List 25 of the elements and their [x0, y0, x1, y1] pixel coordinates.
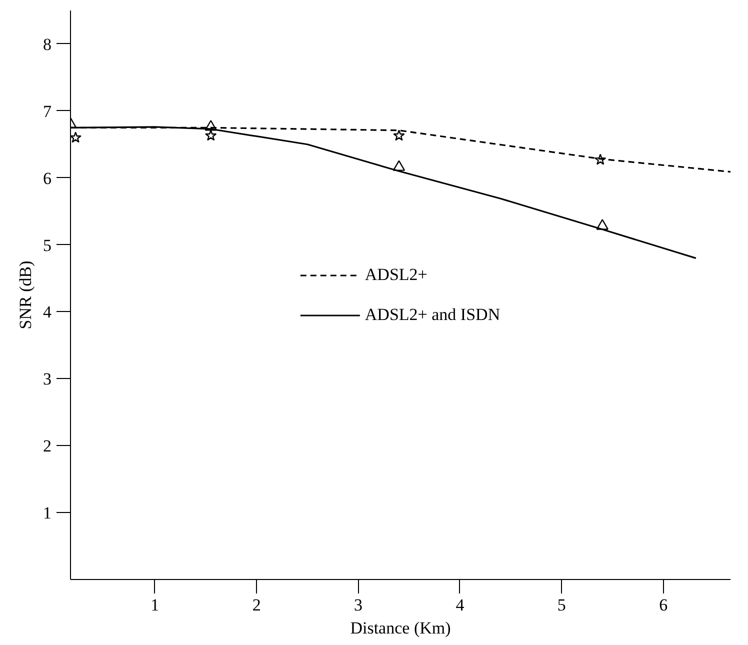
point: [204, 120, 217, 131]
x-tick-label: 6: [659, 596, 668, 614]
y-tick-label: 5: [43, 236, 52, 255]
x-tick-label: 5: [557, 596, 566, 614]
y-tick-label: 8: [43, 34, 52, 54]
point: [205, 130, 217, 141]
point: [393, 130, 405, 141]
x-tick-label: 2: [252, 596, 261, 614]
x-tick-label: 1: [150, 596, 160, 614]
x-tick-label: 3: [354, 596, 363, 614]
point: [594, 154, 606, 165]
point: [392, 160, 406, 171]
y-tick-label: 1: [43, 504, 52, 523]
point: [596, 219, 608, 230]
y-tick-label: 3: [43, 370, 52, 389]
y-axis-title: SNR (dB): [16, 260, 35, 330]
y-tick-label: 4: [43, 302, 52, 322]
x-axis-title: Distance (Km): [350, 618, 451, 638]
x-tick-label: 4: [456, 596, 465, 614]
legend-label: ADSL2+: [364, 264, 428, 284]
point: [70, 132, 82, 143]
y-tick-label: 2: [43, 436, 52, 456]
y-tick-label: 7: [43, 102, 52, 121]
y-tick-label: 6: [43, 168, 52, 188]
legend-label: ADSL2+ and ISDN: [364, 304, 500, 324]
